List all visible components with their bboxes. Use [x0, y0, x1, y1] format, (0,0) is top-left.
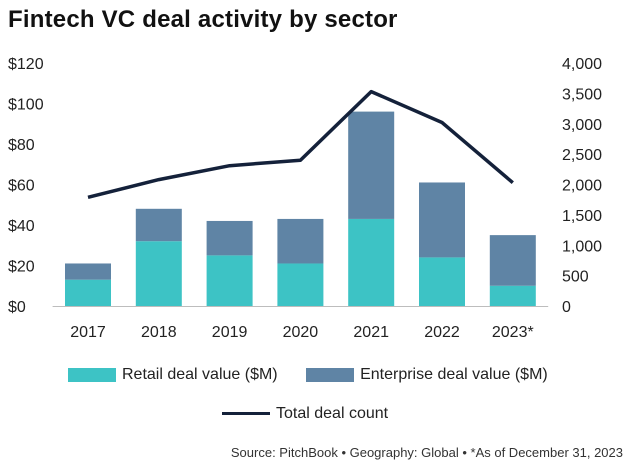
x-tick-label: 2023*: [492, 324, 534, 341]
legend-row-1: Retail deal value ($M) Enterprise deal v…: [68, 366, 572, 387]
right-tick-label: 3,500: [562, 86, 602, 103]
legend-swatch-total: [222, 412, 270, 415]
total-deal-count-line: [87, 89, 514, 199]
right-tick-label: 1,000: [562, 238, 602, 255]
x-tick-label: 2021: [353, 324, 389, 341]
legend-item-total: Total deal count: [222, 405, 388, 423]
x-tick-label: 2020: [283, 324, 319, 341]
bar-enterprise: [277, 218, 324, 264]
x-tick-label: 2019: [212, 324, 248, 341]
right-tick-label: 2,500: [562, 147, 602, 164]
legend-swatch-enterprise: [306, 368, 355, 382]
legend-label-enterprise: Enterprise deal value ($M): [360, 366, 548, 383]
bar-enterprise: [135, 208, 182, 242]
bar-retail: [419, 257, 465, 306]
source-note: Source: PitchBook • Geography: Global • …: [230, 445, 623, 460]
left-tick-label: $40: [8, 218, 35, 235]
left-tick-label: $0: [8, 299, 26, 316]
left-tick-label: $80: [8, 137, 35, 154]
bar-enterprise: [206, 220, 253, 256]
x-tick-label: 2018: [141, 324, 177, 341]
left-tick-label: $20: [8, 259, 35, 276]
right-tick-label: 0: [562, 299, 571, 316]
bar-retail: [135, 241, 182, 306]
bar-enterprise: [348, 111, 395, 219]
left-tick-label: $120: [8, 56, 44, 73]
bar-enterprise: [489, 235, 536, 286]
legend-row-2: Total deal count: [222, 402, 412, 423]
left-axis: $0 $20 $40 $60 $80 $100 $120: [8, 56, 44, 316]
bar-enterprise: [419, 182, 465, 258]
legend-label-total: Total deal count: [276, 404, 389, 422]
legend-swatch-retail: [68, 368, 116, 382]
right-axis: 0 500 1,000 1,500 2,000 2,500 3,000 3,500 4,000: [562, 56, 602, 316]
bar-retail: [65, 279, 111, 306]
legend-item-enterprise: Enterprise deal value ($M): [306, 366, 548, 384]
right-tick-label: 1,500: [562, 208, 602, 225]
right-tick-label: 3,000: [562, 117, 602, 134]
chart-title: Fintech VC deal activity by sector: [8, 6, 398, 33]
bars: [65, 111, 536, 306]
right-tick-label: 2,000: [562, 178, 602, 195]
left-tick-label: $60: [8, 178, 35, 195]
left-tick-label: $100: [8, 97, 44, 114]
bar-retail: [348, 218, 395, 306]
bar-retail: [277, 263, 324, 306]
x-tick-label: 2017: [70, 324, 106, 341]
bar-enterprise: [65, 263, 111, 280]
right-tick-label: 4,000: [562, 56, 602, 73]
x-tick-label: 2022: [424, 324, 460, 341]
right-tick-label: 500: [562, 269, 589, 286]
bar-retail: [206, 255, 253, 306]
x-axis-labels: 2017 2018 2019 2020 2021 2022 2023*: [70, 324, 534, 341]
bar-retail: [489, 285, 536, 306]
legend-label-retail: Retail deal value ($M): [122, 366, 278, 383]
legend-item-retail: Retail deal value ($M): [68, 366, 278, 384]
